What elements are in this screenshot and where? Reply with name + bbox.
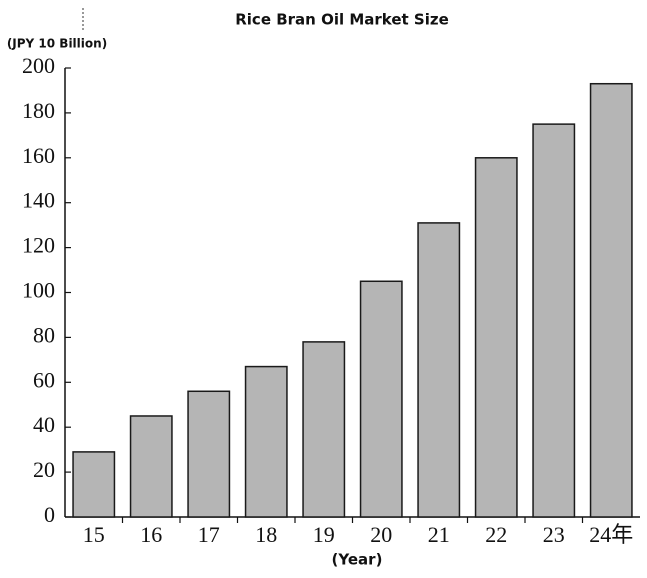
bar — [359, 280, 403, 518]
bar — [532, 123, 576, 518]
y-tick-label: 120 — [22, 233, 55, 258]
bar — [129, 415, 173, 518]
y-tick-label: 160 — [22, 143, 55, 168]
bar — [244, 365, 288, 518]
y-axis-label: (JPY 10 Billion) — [7, 37, 107, 51]
bar — [72, 451, 116, 518]
y-tick-label: 0 — [44, 502, 55, 527]
bar — [187, 390, 231, 518]
x-tick-label: 19 — [313, 522, 335, 547]
bar — [417, 222, 461, 518]
x-tick-label: 22 — [485, 522, 507, 547]
bar — [589, 82, 633, 518]
y-tick-label: 20 — [33, 457, 55, 482]
x-tick-label: 23 — [543, 522, 565, 547]
x-axis-label: (Year) — [332, 551, 383, 569]
x-tick-label: 20 — [370, 522, 392, 547]
x-tick-label: 16 — [140, 522, 162, 547]
y-tick-label: 100 — [22, 278, 55, 303]
x-tick-label: 15 — [83, 522, 105, 547]
bar — [302, 341, 346, 518]
x-tick-label: 18 — [255, 522, 277, 547]
y-tick-label: 80 — [33, 322, 55, 347]
y-tick-label: 200 — [22, 53, 55, 78]
y-tick-label: 40 — [33, 412, 55, 437]
y-tick-label: 180 — [22, 98, 55, 123]
x-tick-label: 24年 — [589, 522, 633, 547]
x-tick-label: 21 — [428, 522, 450, 547]
x-tick-label: 17 — [198, 522, 220, 547]
y-tick-label: 60 — [33, 367, 55, 392]
bar — [474, 157, 518, 518]
chart-title: Rice Bran Oil Market Size — [235, 11, 449, 29]
y-tick-label: 140 — [22, 188, 55, 213]
